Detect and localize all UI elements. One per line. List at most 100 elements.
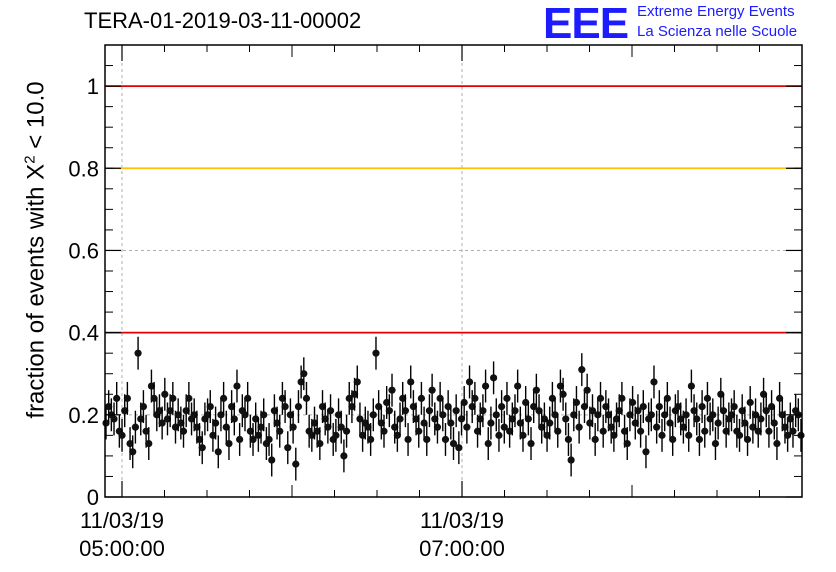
data-point xyxy=(129,448,137,456)
data-point xyxy=(286,411,295,419)
data-point xyxy=(650,378,658,386)
data-point xyxy=(543,431,551,439)
data-point xyxy=(679,423,687,431)
data-point xyxy=(666,419,674,427)
data-point xyxy=(190,411,198,419)
data-point xyxy=(500,423,508,431)
data-point xyxy=(465,378,474,386)
data-point xyxy=(145,439,153,448)
data-point xyxy=(741,419,749,427)
data-point xyxy=(399,394,407,402)
data-point xyxy=(233,382,241,390)
data-point xyxy=(570,411,578,419)
data-point xyxy=(551,411,559,419)
data-point xyxy=(367,435,375,444)
data-point xyxy=(540,415,548,423)
data-point xyxy=(757,415,765,423)
data-point xyxy=(717,390,725,398)
data-point xyxy=(722,427,730,435)
data-point xyxy=(506,427,514,435)
data-point xyxy=(102,419,110,427)
data-point xyxy=(407,378,415,386)
data-point xyxy=(439,411,447,419)
data-point xyxy=(695,435,704,444)
data-point xyxy=(342,427,351,435)
data-point xyxy=(481,382,490,390)
data-point xyxy=(273,419,281,427)
data-point xyxy=(583,386,591,394)
data-point xyxy=(698,403,706,411)
data-point xyxy=(586,419,594,427)
data-point xyxy=(687,382,696,390)
data-point xyxy=(324,423,332,431)
data-point xyxy=(473,427,482,435)
data-point xyxy=(134,349,142,357)
y-tick-label: 0 xyxy=(87,485,99,510)
data-point xyxy=(735,431,744,439)
y-axis: 0 0.2 0.4 0.6 0.8 1 xyxy=(68,44,802,510)
data-point xyxy=(163,415,172,423)
data-point xyxy=(778,411,786,419)
data-point xyxy=(380,427,388,435)
data-point xyxy=(588,407,597,415)
data-point xyxy=(118,431,126,439)
data-point xyxy=(396,415,404,423)
data-point xyxy=(425,407,434,415)
data-point xyxy=(452,407,460,415)
data-point xyxy=(719,407,728,415)
data-point xyxy=(268,456,276,464)
data-point xyxy=(743,435,752,444)
data-point xyxy=(105,403,113,411)
data-point xyxy=(139,403,148,411)
data-point xyxy=(607,423,615,431)
data-point xyxy=(620,427,629,435)
data-point xyxy=(431,415,439,423)
data-point xyxy=(594,411,602,419)
data-point xyxy=(746,398,754,407)
data-point xyxy=(508,415,516,423)
data-point xyxy=(270,407,279,415)
data-point xyxy=(559,390,567,398)
data-point xyxy=(669,435,677,444)
data-point xyxy=(260,411,268,419)
data-point xyxy=(220,394,228,402)
data-point xyxy=(436,394,444,402)
data-point xyxy=(580,403,589,411)
data-point xyxy=(677,415,685,423)
data-point xyxy=(206,403,214,411)
data-point xyxy=(177,419,185,427)
data-point xyxy=(749,423,757,431)
data-point xyxy=(131,423,140,431)
data-point xyxy=(326,407,335,415)
data-point xyxy=(110,415,118,423)
data-point xyxy=(230,415,238,423)
data-point xyxy=(182,407,190,415)
data-point xyxy=(578,366,586,374)
data-point xyxy=(174,411,182,419)
data-point xyxy=(655,403,663,411)
y-tick-label: 0.6 xyxy=(68,238,99,263)
data-point xyxy=(661,411,669,419)
data-point xyxy=(727,411,736,419)
data-point xyxy=(292,460,300,468)
data-point xyxy=(628,398,637,407)
data-point xyxy=(369,411,377,419)
data-point xyxy=(353,378,361,386)
data-point xyxy=(530,403,538,411)
data-point xyxy=(393,431,401,439)
data-point xyxy=(225,439,233,448)
data-point xyxy=(463,423,471,431)
data-point xyxy=(249,435,257,444)
data-point xyxy=(310,419,319,427)
data-point xyxy=(364,423,372,431)
data-point xyxy=(428,386,436,394)
data-point xyxy=(377,419,385,427)
data-point xyxy=(383,398,391,407)
data-point xyxy=(236,435,244,444)
data-point xyxy=(751,411,760,419)
data-point xyxy=(433,423,442,431)
data-point xyxy=(198,444,206,452)
data-point xyxy=(441,435,450,444)
data-point xyxy=(489,374,498,382)
data-point xyxy=(257,423,265,431)
